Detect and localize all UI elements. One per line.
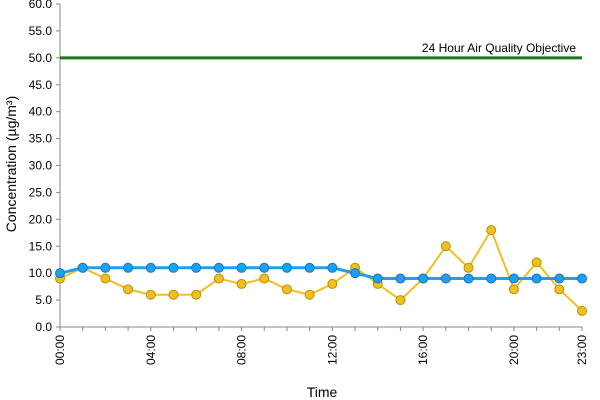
x-tick-label: 16:00 — [416, 335, 430, 365]
y-tick-label: 20.0 — [29, 212, 53, 226]
data-point — [327, 262, 338, 273]
data-point — [327, 278, 338, 289]
series-line — [59, 266, 582, 281]
data-point — [486, 273, 497, 284]
y-tick-label: 5.0 — [35, 293, 52, 307]
x-tick-label: 04:00 — [144, 335, 158, 365]
data-point — [145, 262, 156, 273]
y-tick-label: 10.0 — [29, 266, 53, 280]
x-axis-title: Time — [307, 384, 338, 400]
data-point — [554, 284, 565, 295]
data-point — [531, 257, 542, 268]
y-axis-title: Concentration (µg/m³) — [3, 96, 19, 232]
data-point — [395, 273, 406, 284]
reference-line-group: 24 Hour Air Quality Objective — [60, 41, 582, 60]
data-point — [168, 262, 179, 273]
data-point — [213, 273, 224, 284]
data-point — [486, 225, 497, 236]
data-point — [168, 289, 179, 300]
data-point — [463, 262, 474, 273]
data-point — [259, 262, 270, 273]
series-line — [59, 227, 583, 312]
data-point — [191, 262, 202, 273]
reference-line-label: 24 Hour Air Quality Objective — [422, 41, 576, 55]
data-point — [259, 273, 270, 284]
data-point — [100, 273, 111, 284]
data-point — [531, 273, 542, 284]
data-point — [350, 268, 361, 279]
y-tick-label: 60.0 — [29, 0, 53, 11]
y-tick-label: 45.0 — [29, 78, 53, 92]
x-tick-label: 08:00 — [235, 335, 249, 365]
data-point — [191, 289, 202, 300]
x-axis-ticks: 00:00 04:00 08:00 12:00 16:00 20:00 23:00 — [53, 327, 589, 365]
y-tick-label: 0.0 — [35, 320, 52, 334]
data-point — [281, 284, 292, 295]
data-point — [281, 262, 292, 273]
y-tick-label: 30.0 — [29, 159, 53, 173]
data-point — [418, 273, 429, 284]
data-point — [55, 268, 65, 279]
data-point — [508, 273, 519, 284]
data-point — [100, 262, 111, 273]
data-point — [304, 262, 315, 273]
data-point — [304, 289, 315, 300]
data-point — [77, 262, 88, 273]
data-point — [213, 262, 224, 273]
y-tick-label: 35.0 — [29, 132, 53, 146]
data-point — [440, 241, 451, 252]
data-point — [577, 273, 587, 284]
data-point — [236, 262, 247, 273]
data-point — [577, 305, 587, 316]
data-point — [463, 273, 474, 284]
data-point — [123, 262, 134, 273]
data-point — [145, 289, 156, 300]
x-tick-label: 20:00 — [507, 335, 521, 365]
series-group — [55, 225, 587, 316]
y-tick-label: 50.0 — [29, 51, 53, 65]
y-axis-ticks: 0.0 5.0 10.0 15.0 20.0 25.0 30.0 35.0 40.0 45.0 50… — [29, 0, 60, 334]
y-tick-label: 55.0 — [29, 24, 53, 38]
data-point — [395, 295, 406, 306]
data-point — [236, 278, 247, 289]
x-tick-label: 23:00 — [575, 335, 589, 365]
data-point — [372, 273, 383, 284]
y-tick-label: 15.0 — [29, 239, 53, 253]
data-point — [123, 284, 134, 295]
data-point — [554, 273, 565, 284]
y-tick-label: 25.0 — [29, 185, 53, 199]
x-tick-label: 00:00 — [53, 335, 67, 365]
x-tick-label: 12:00 — [325, 335, 339, 365]
data-point — [508, 284, 519, 295]
data-point — [440, 273, 451, 284]
y-tick-label: 40.0 — [29, 105, 53, 119]
